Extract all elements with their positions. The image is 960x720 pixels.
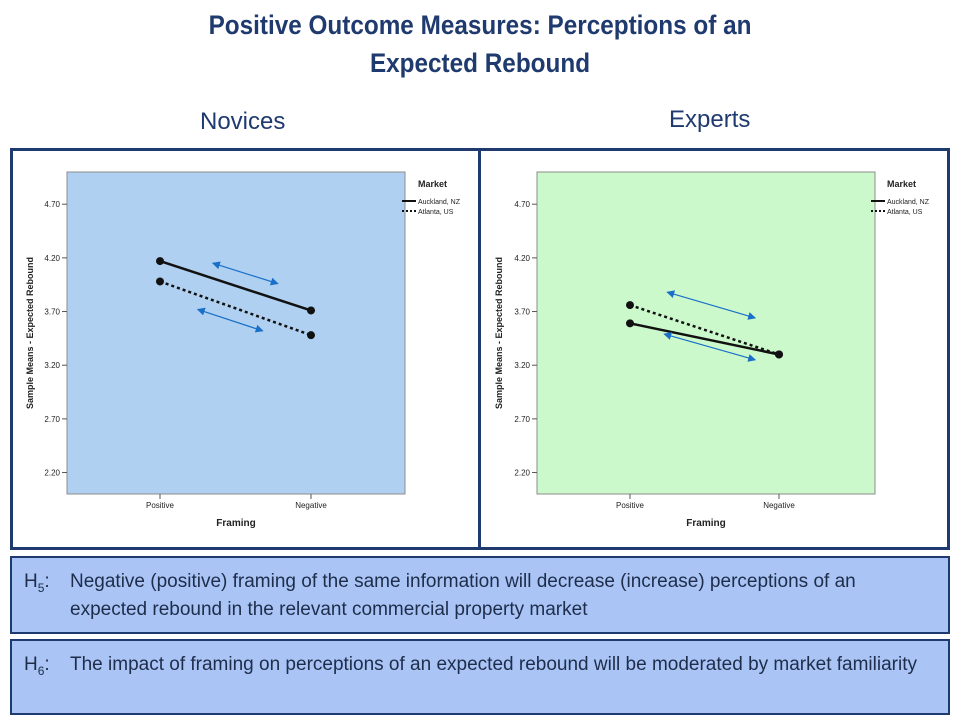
page-title-line1: Positive Outcome Measures: Perceptions o… [208, 10, 752, 40]
x-tick-label: Positive [146, 501, 175, 510]
x-tick-label: Positive [616, 501, 645, 510]
legend-label: Atlanta, US [887, 209, 923, 216]
panel-title-experts: Experts [669, 106, 751, 133]
experts-chart: 2.20 2.70 3.20 3.70 4.20 4.70 Positive Negative… [494, 171, 930, 529]
y-tick-label: 3.20 [44, 361, 60, 370]
y-axis-label: Sample Means - Expected Rebound [25, 257, 35, 409]
y-tick-label: 4.20 [44, 254, 60, 263]
annotation-arrow [663, 332, 757, 362]
x-axis-label: Framing [216, 518, 255, 529]
legend-title: Market [887, 179, 916, 189]
x-tick-label: Negative [763, 501, 795, 510]
annotation-arrow [666, 290, 757, 320]
hypothesis-h5-text: Negative (positive) framing of the same … [70, 571, 856, 620]
y-tick-label: 2.70 [514, 415, 530, 424]
annotation-arrow [211, 261, 279, 286]
legend-title: Market [418, 179, 447, 189]
hypothesis-h6-label: H6: [24, 654, 50, 678]
hypothesis-h6: H6: The impact of framing on perceptions… [10, 639, 950, 715]
y-tick-label: 3.20 [514, 361, 530, 370]
y-tick-label: 4.70 [514, 200, 530, 209]
plot-area [66, 171, 406, 495]
y-tick-label: 3.70 [44, 308, 60, 317]
y-tick-label: 2.70 [44, 415, 60, 424]
legend-label: Atlanta, US [418, 209, 454, 216]
y-tick-label: 4.70 [44, 200, 60, 209]
x-axis-label: Framing [686, 518, 725, 529]
data-point-atlanta [626, 301, 634, 310]
legend-label: Auckland, NZ [887, 199, 930, 206]
y-axis-label: Sample Means - Expected Rebound [494, 257, 504, 409]
y-tick-label: 4.20 [514, 254, 530, 263]
y-tick-label: 2.20 [44, 469, 60, 478]
y-tick-label: 3.70 [514, 308, 530, 317]
data-point-auckland [626, 319, 634, 328]
novices-chart: 2.20 2.70 3.20 3.70 4.20 4.70 Positive Negative… [25, 171, 461, 529]
hypothesis-h6-text: The impact of framing on perceptions of … [70, 654, 917, 675]
data-point-atlanta [775, 350, 783, 359]
hypothesis-h5: H5: Negative (positive) framing of the s… [10, 556, 950, 634]
data-point-auckland [307, 306, 315, 315]
charts-svg: 2.20 2.70 3.20 3.70 4.20 4.70 Positive Negative… [25, 171, 930, 529]
data-point-auckland [156, 257, 164, 266]
series-line-auckland [159, 259, 312, 312]
hypothesis-h5-label: H5: [24, 571, 50, 595]
page-title-line2: Expected Rebound [369, 48, 591, 78]
plot-area [536, 171, 876, 495]
page-title: Positive Outcome Measures: Perceptions o… [84, 6, 876, 82]
annotation-arrow [196, 307, 264, 333]
series-line-atlanta [629, 303, 780, 356]
legend-label: Auckland, NZ [418, 199, 461, 206]
data-point-atlanta [156, 277, 164, 286]
x-tick-label: Negative [295, 501, 327, 510]
panel-title-novices: Novices [200, 108, 286, 135]
y-tick-label: 2.20 [514, 469, 530, 478]
data-point-atlanta [307, 331, 315, 340]
